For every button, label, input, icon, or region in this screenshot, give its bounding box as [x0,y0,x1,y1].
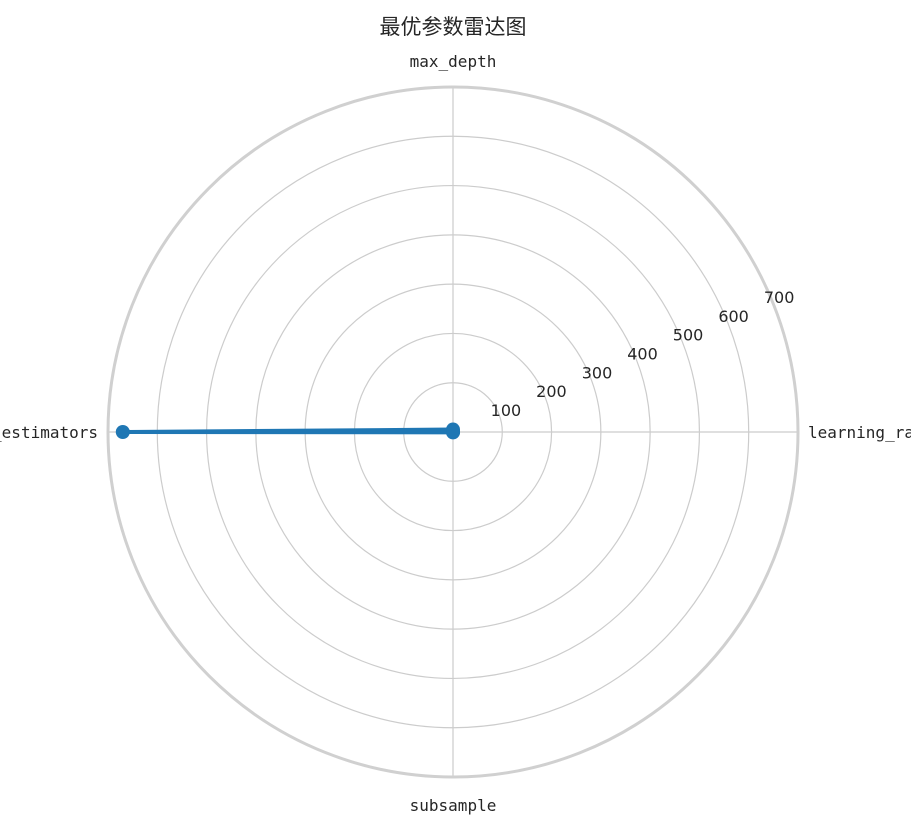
r-tick-label: 700 [764,288,795,307]
r-tick-label: 500 [673,326,704,345]
axis-label-learning_rate: learning_rate [808,423,911,442]
series-line [120,427,456,435]
r-tick-label: 600 [718,307,749,326]
data-series [115,422,461,440]
r-tick-label: 400 [627,344,658,363]
grid-ring-700 [106,85,800,779]
axis-label-subsample: subsample [410,796,497,815]
radial-tick-labels: 100 200 300 400 500 600 700 [491,288,795,420]
data-point-n_estimators [115,425,130,439]
r-tick-label: 100 [491,401,522,420]
data-point-subsample [446,425,460,440]
axis-label-max_depth: max_depth [410,52,497,71]
axis-labels: learning_rate max_depth n_estimatorssubsam… [0,52,911,815]
r-tick-label: 200 [536,382,567,401]
axis-label-n_estimators: n_estimators [0,423,98,442]
chart-title: 最优参数雷达图 [380,15,527,39]
r-tick-label: 300 [582,363,613,382]
